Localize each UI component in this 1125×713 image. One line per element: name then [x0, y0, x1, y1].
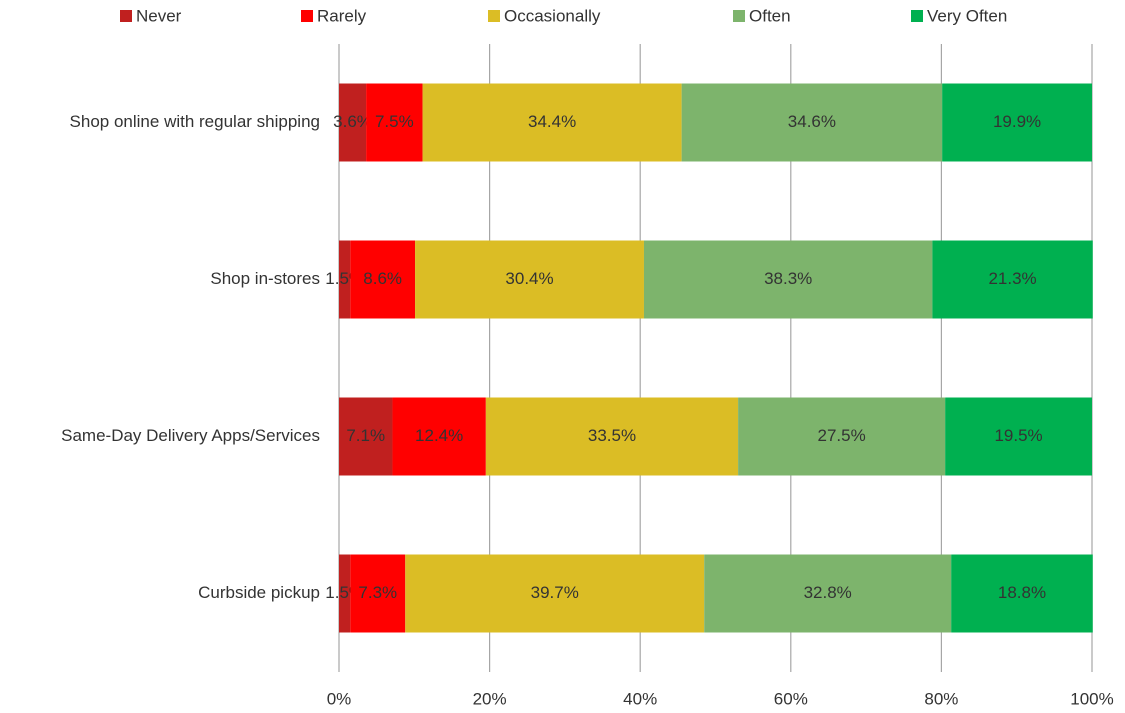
bar-segment — [643, 240, 933, 319]
bar-segment — [350, 240, 416, 319]
data-label: 32.8% — [804, 583, 852, 602]
x-tick-label: 20% — [473, 689, 507, 708]
bar-segment — [704, 554, 952, 633]
data-label: 7.1% — [346, 426, 385, 445]
bar-segment — [942, 83, 1092, 162]
data-label: 27.5% — [818, 426, 866, 445]
data-label: 12.4% — [415, 426, 463, 445]
legend-label: Rarely — [317, 6, 367, 25]
bar-segment — [366, 83, 423, 162]
data-label: 3.6% — [333, 112, 372, 131]
bar-segment — [932, 240, 1093, 319]
bar-segment — [951, 554, 1093, 633]
legend-swatch — [911, 10, 923, 22]
data-label: 19.9% — [993, 112, 1041, 131]
bar-segment — [945, 397, 1092, 476]
data-label: 8.6% — [363, 269, 402, 288]
bar-segment — [422, 83, 682, 162]
data-label: 33.5% — [588, 426, 636, 445]
bar-segment — [485, 397, 739, 476]
bar-segment — [392, 397, 486, 476]
x-tick-label: 80% — [924, 689, 958, 708]
legend-swatch — [120, 10, 132, 22]
data-label: 34.4% — [528, 112, 576, 131]
bar-segment — [415, 240, 644, 319]
bar-segment — [405, 554, 705, 633]
bar-segment — [339, 240, 351, 319]
data-label: 38.3% — [764, 269, 812, 288]
bar-segment — [681, 83, 943, 162]
data-label: 21.3% — [988, 269, 1036, 288]
bar-segment — [339, 83, 367, 162]
data-label: 39.7% — [531, 583, 579, 602]
legend-label: Occasionally — [504, 6, 601, 25]
legend-swatch — [301, 10, 313, 22]
data-label: 7.5% — [375, 112, 414, 131]
x-tick-label: 100% — [1070, 689, 1113, 708]
data-label: 34.6% — [788, 112, 836, 131]
bar-segment — [339, 397, 393, 476]
data-label: 7.3% — [358, 583, 397, 602]
bar-segment — [738, 397, 946, 476]
y-tick-label: Shop online with regular shipping — [70, 112, 320, 131]
data-label: 19.5% — [994, 426, 1042, 445]
data-label: 30.4% — [505, 269, 553, 288]
y-tick-label: Shop in-stores — [210, 269, 320, 288]
legend-label: Very Often — [927, 6, 1007, 25]
x-tick-label: 40% — [623, 689, 657, 708]
legend-swatch — [733, 10, 745, 22]
y-tick-label: Same-Day Delivery Apps/Services — [61, 426, 320, 445]
legend-label: Never — [136, 6, 182, 25]
bar-segment — [339, 554, 351, 633]
y-tick-label: Curbside pickup — [198, 583, 320, 602]
x-tick-label: 60% — [774, 689, 808, 708]
bar-segment — [350, 554, 406, 633]
legend-label: Often — [749, 6, 791, 25]
data-label: 18.8% — [998, 583, 1046, 602]
legend-swatch — [488, 10, 500, 22]
x-tick-label: 0% — [327, 689, 352, 708]
